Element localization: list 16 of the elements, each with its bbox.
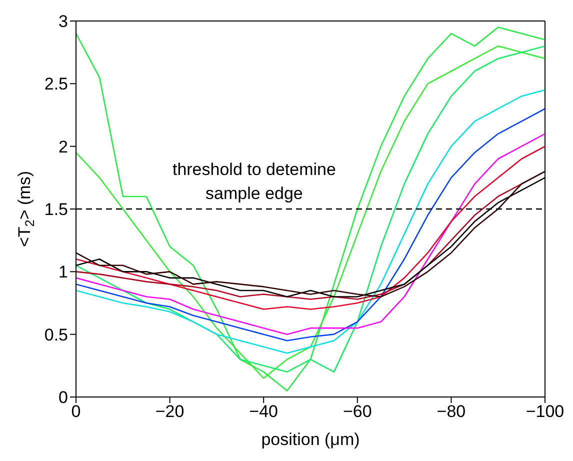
x-tick-label: −60: [342, 402, 372, 422]
y-tick-label: 1: [58, 262, 68, 282]
x-axis-title: position (μm): [261, 430, 360, 449]
y-tick-label: 0: [58, 388, 68, 408]
line-series: [76, 146, 545, 310]
x-tick-label: −40: [249, 402, 278, 422]
x-tick-label: 0: [71, 402, 81, 422]
y-tick-label: 2: [58, 137, 68, 156]
y-tick-label: 3: [58, 12, 68, 32]
x-tick-label: −100: [526, 402, 564, 422]
y-tick-label: 1.5: [44, 200, 68, 220]
y-tick-label: 2.5: [44, 74, 68, 94]
ref-line-label: threshold to detemine sample edge: [172, 160, 336, 203]
x-tick-label: −80: [436, 402, 466, 422]
y-tick-label: 0.5: [44, 325, 68, 344]
x-tick-label: −20: [155, 402, 184, 422]
